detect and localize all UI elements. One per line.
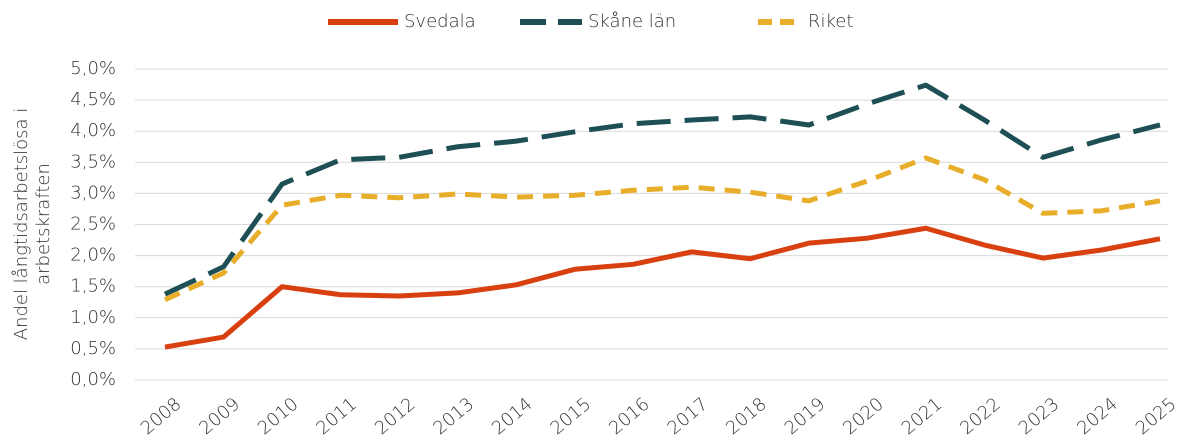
y-tick-label: 5,0% <box>70 58 116 79</box>
x-tick-label: 2015 <box>547 394 596 440</box>
x-tick-label: 2024 <box>1073 394 1122 440</box>
x-tick-label: 2014 <box>488 394 537 440</box>
legend-label: Skåne län <box>588 11 676 32</box>
x-tick-label: 2017 <box>664 394 713 440</box>
x-tick-label: 2008 <box>137 394 186 440</box>
x-tick-label: 2022 <box>956 394 1005 440</box>
x-tick-label: 2019 <box>781 394 830 440</box>
y-tick-label: 3,0% <box>70 182 116 203</box>
x-tick-label: 2012 <box>371 394 420 440</box>
x-tick-label: 2011 <box>312 394 361 440</box>
y-tick-label: 4,5% <box>70 89 116 110</box>
y-tick-label: 0,5% <box>70 338 116 359</box>
x-tick-label: 2016 <box>605 394 654 440</box>
y-tick-label: 2,0% <box>70 245 116 266</box>
legend-label: Riket <box>808 11 853 32</box>
y-tick-label: 3,5% <box>70 151 116 172</box>
x-tick-label: 2023 <box>1015 394 1064 440</box>
series-line <box>163 155 1161 303</box>
legend-label: Svedala <box>404 11 476 32</box>
series-line <box>163 82 1161 297</box>
series-line <box>164 225 1161 350</box>
y-axis-label: Andel långtidsarbetslösa i <box>11 108 32 341</box>
x-tick-label: 2018 <box>722 394 771 440</box>
y-tick-label: 4,0% <box>70 120 116 141</box>
x-tick-label: 2020 <box>839 394 888 440</box>
x-tick-label: 2010 <box>254 394 303 440</box>
y-tick-label: 2,5% <box>70 214 116 235</box>
y-tick-label: 1,5% <box>70 276 116 297</box>
y-tick-label: 0,0% <box>70 369 116 390</box>
y-tick-label: 1,0% <box>70 307 116 328</box>
x-tick-label: 2013 <box>429 394 478 440</box>
x-tick-label: 2025 <box>1132 394 1180 440</box>
x-tick-label: 2009 <box>195 394 244 440</box>
y-axis-label: arbetskraften <box>33 163 54 285</box>
x-tick-label: 2021 <box>898 394 947 440</box>
